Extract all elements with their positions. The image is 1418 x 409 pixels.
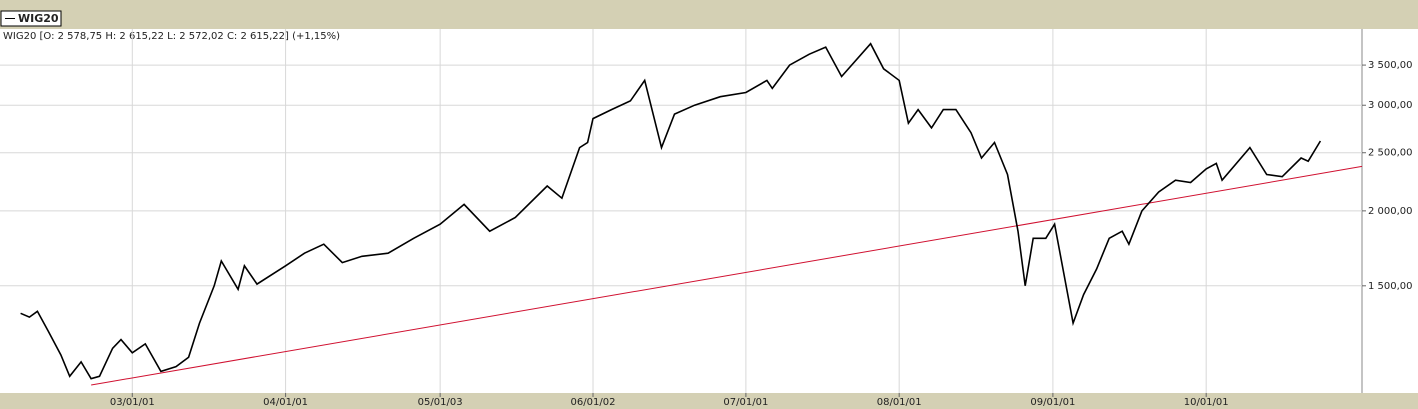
y-tick-label: 1 500,00	[1368, 281, 1413, 292]
x-tick-label: 09/01/01	[1030, 397, 1075, 408]
legend	[0, 10, 62, 27]
x-tick-label: 04/01/01	[263, 397, 308, 408]
y-tick-label: 3 000,00	[1368, 100, 1413, 111]
x-tick-label: 07/01/01	[723, 397, 768, 408]
trend-line	[91, 165, 1363, 386]
price-line	[20, 42, 1322, 380]
y-tick-label: 2 500,00	[1368, 148, 1413, 159]
y-tick-label: 2 000,00	[1368, 206, 1413, 217]
x-tick-label: 08/01/01	[877, 397, 922, 408]
legend-label: WIG20	[18, 12, 59, 25]
x-tick-label: 10/01/01	[1184, 397, 1229, 408]
x-tick-label: 05/01/03	[418, 397, 463, 408]
info-text: WIG20 [O: 2 578,75 H: 2 615,22 L: 2 572,…	[3, 31, 340, 42]
x-tick-label: 06/01/02	[571, 397, 616, 408]
x-tick-label: 03/01/01	[110, 397, 155, 408]
y-tick-label: 3 500,00	[1368, 60, 1413, 71]
